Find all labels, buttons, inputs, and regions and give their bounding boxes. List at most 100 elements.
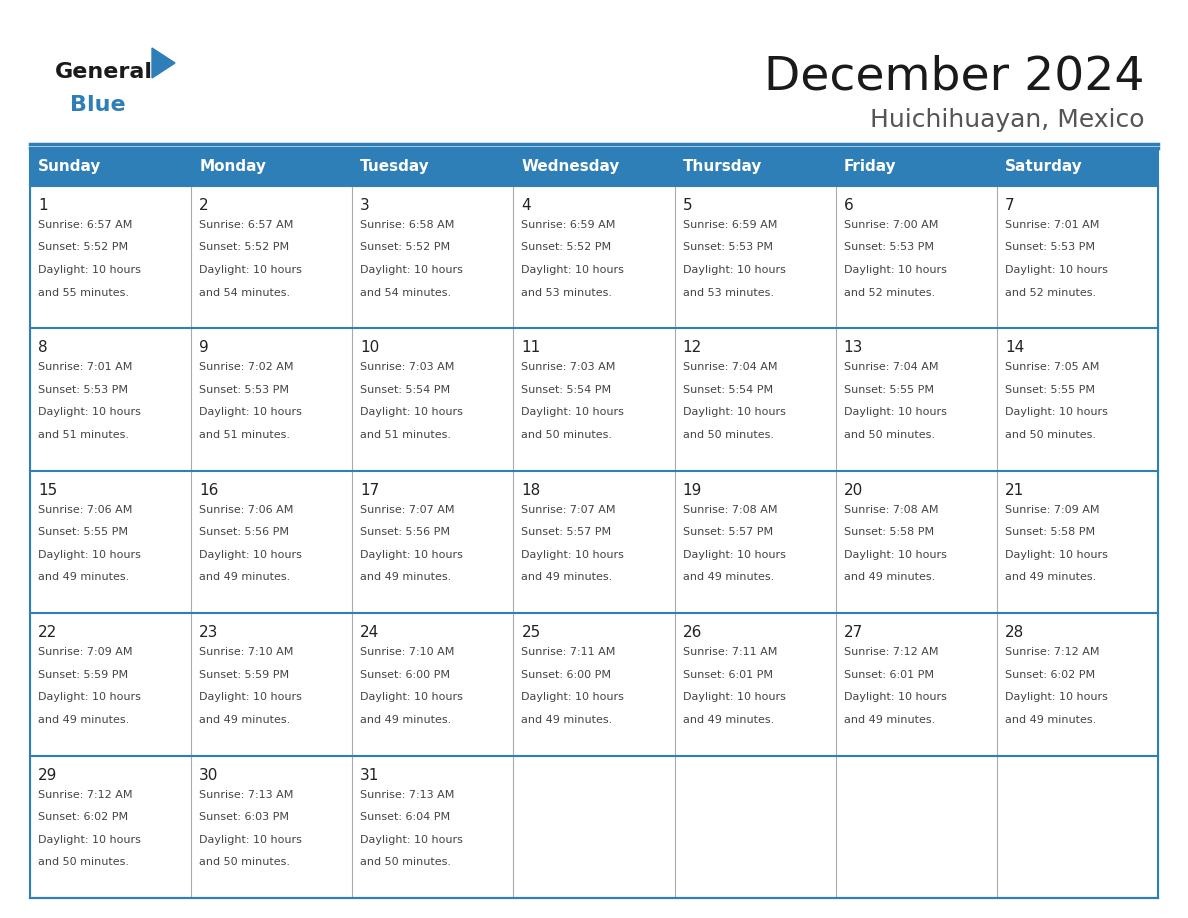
Text: Saturday: Saturday xyxy=(1005,160,1082,174)
Bar xyxy=(997,613,1158,756)
Text: Sunset: 5:55 PM: Sunset: 5:55 PM xyxy=(843,385,934,395)
Text: and 54 minutes.: and 54 minutes. xyxy=(200,287,290,297)
Text: Sunrise: 7:04 AM: Sunrise: 7:04 AM xyxy=(683,363,777,373)
Bar xyxy=(835,471,997,613)
Text: Daylight: 10 hours: Daylight: 10 hours xyxy=(200,408,302,418)
Text: Sunset: 5:53 PM: Sunset: 5:53 PM xyxy=(200,385,289,395)
Text: Sunset: 6:03 PM: Sunset: 6:03 PM xyxy=(200,812,289,823)
Text: Sunset: 5:57 PM: Sunset: 5:57 PM xyxy=(522,527,612,537)
Text: and 50 minutes.: and 50 minutes. xyxy=(522,430,613,440)
Text: Daylight: 10 hours: Daylight: 10 hours xyxy=(38,550,141,560)
Text: Sunset: 5:55 PM: Sunset: 5:55 PM xyxy=(38,527,128,537)
Text: 26: 26 xyxy=(683,625,702,640)
Text: Sunset: 5:58 PM: Sunset: 5:58 PM xyxy=(1005,527,1095,537)
Text: 18: 18 xyxy=(522,483,541,498)
Text: and 50 minutes.: and 50 minutes. xyxy=(843,430,935,440)
Text: Daylight: 10 hours: Daylight: 10 hours xyxy=(38,265,141,275)
Bar xyxy=(513,471,675,613)
Text: Daylight: 10 hours: Daylight: 10 hours xyxy=(522,550,625,560)
Text: Sunrise: 7:13 AM: Sunrise: 7:13 AM xyxy=(360,789,455,800)
Text: Wednesday: Wednesday xyxy=(522,160,620,174)
Text: Sunset: 5:53 PM: Sunset: 5:53 PM xyxy=(1005,242,1095,252)
Text: Sunrise: 7:08 AM: Sunrise: 7:08 AM xyxy=(683,505,777,515)
Bar xyxy=(997,148,1158,186)
Bar xyxy=(675,756,835,898)
Bar xyxy=(30,613,191,756)
Text: Daylight: 10 hours: Daylight: 10 hours xyxy=(200,265,302,275)
Text: Sunset: 5:54 PM: Sunset: 5:54 PM xyxy=(683,385,772,395)
Text: Friday: Friday xyxy=(843,160,896,174)
Text: 21: 21 xyxy=(1005,483,1024,498)
Text: December 2024: December 2024 xyxy=(765,55,1145,100)
Bar xyxy=(997,186,1158,329)
Bar xyxy=(353,186,513,329)
Text: 8: 8 xyxy=(38,341,48,355)
Text: Daylight: 10 hours: Daylight: 10 hours xyxy=(1005,265,1107,275)
Text: and 49 minutes.: and 49 minutes. xyxy=(38,572,129,582)
Text: and 50 minutes.: and 50 minutes. xyxy=(360,857,451,868)
Text: Sunrise: 7:06 AM: Sunrise: 7:06 AM xyxy=(38,505,132,515)
Bar xyxy=(191,329,353,471)
Text: 6: 6 xyxy=(843,198,853,213)
Text: 5: 5 xyxy=(683,198,693,213)
Text: and 55 minutes.: and 55 minutes. xyxy=(38,287,129,297)
Text: Sunset: 6:01 PM: Sunset: 6:01 PM xyxy=(683,670,772,679)
Text: Daylight: 10 hours: Daylight: 10 hours xyxy=(360,550,463,560)
Bar xyxy=(191,186,353,329)
Text: Daylight: 10 hours: Daylight: 10 hours xyxy=(843,550,947,560)
Text: Daylight: 10 hours: Daylight: 10 hours xyxy=(683,692,785,702)
Bar xyxy=(513,186,675,329)
Text: Sunrise: 7:11 AM: Sunrise: 7:11 AM xyxy=(683,647,777,657)
Text: Sunrise: 6:58 AM: Sunrise: 6:58 AM xyxy=(360,220,455,230)
Text: Sunrise: 7:10 AM: Sunrise: 7:10 AM xyxy=(200,647,293,657)
Text: 3: 3 xyxy=(360,198,369,213)
Text: Sunset: 5:53 PM: Sunset: 5:53 PM xyxy=(843,242,934,252)
Text: and 53 minutes.: and 53 minutes. xyxy=(522,287,613,297)
Text: Sunrise: 7:06 AM: Sunrise: 7:06 AM xyxy=(200,505,293,515)
Text: Sunrise: 7:11 AM: Sunrise: 7:11 AM xyxy=(522,647,615,657)
Text: Sunrise: 7:10 AM: Sunrise: 7:10 AM xyxy=(360,647,455,657)
Text: Sunrise: 7:03 AM: Sunrise: 7:03 AM xyxy=(360,363,455,373)
Bar xyxy=(30,471,191,613)
Text: and 51 minutes.: and 51 minutes. xyxy=(200,430,290,440)
Text: Sunset: 5:59 PM: Sunset: 5:59 PM xyxy=(38,670,128,679)
Text: Daylight: 10 hours: Daylight: 10 hours xyxy=(683,408,785,418)
Text: Daylight: 10 hours: Daylight: 10 hours xyxy=(843,265,947,275)
Text: Sunset: 5:53 PM: Sunset: 5:53 PM xyxy=(683,242,772,252)
Text: 9: 9 xyxy=(200,341,209,355)
Text: Tuesday: Tuesday xyxy=(360,160,430,174)
Text: Daylight: 10 hours: Daylight: 10 hours xyxy=(1005,550,1107,560)
Text: 13: 13 xyxy=(843,341,864,355)
Text: Sunrise: 7:07 AM: Sunrise: 7:07 AM xyxy=(360,505,455,515)
Text: and 53 minutes.: and 53 minutes. xyxy=(683,287,773,297)
Text: and 52 minutes.: and 52 minutes. xyxy=(1005,287,1097,297)
Text: and 49 minutes.: and 49 minutes. xyxy=(522,715,613,724)
Text: Sunset: 6:00 PM: Sunset: 6:00 PM xyxy=(522,670,612,679)
Bar xyxy=(675,471,835,613)
Text: Sunset: 6:02 PM: Sunset: 6:02 PM xyxy=(38,812,128,823)
Bar xyxy=(675,613,835,756)
Text: Daylight: 10 hours: Daylight: 10 hours xyxy=(522,408,625,418)
Text: Sunrise: 7:12 AM: Sunrise: 7:12 AM xyxy=(843,647,939,657)
Text: and 50 minutes.: and 50 minutes. xyxy=(38,857,129,868)
Text: Daylight: 10 hours: Daylight: 10 hours xyxy=(360,408,463,418)
Bar xyxy=(353,148,513,186)
Text: Sunrise: 7:12 AM: Sunrise: 7:12 AM xyxy=(1005,647,1099,657)
Text: Sunset: 5:59 PM: Sunset: 5:59 PM xyxy=(200,670,289,679)
Text: 31: 31 xyxy=(360,767,380,783)
Bar xyxy=(997,329,1158,471)
Text: Daylight: 10 hours: Daylight: 10 hours xyxy=(38,692,141,702)
Text: Daylight: 10 hours: Daylight: 10 hours xyxy=(360,692,463,702)
Text: 15: 15 xyxy=(38,483,57,498)
Text: Daylight: 10 hours: Daylight: 10 hours xyxy=(360,265,463,275)
Text: Daylight: 10 hours: Daylight: 10 hours xyxy=(200,834,302,845)
Text: Daylight: 10 hours: Daylight: 10 hours xyxy=(200,550,302,560)
Text: Daylight: 10 hours: Daylight: 10 hours xyxy=(1005,408,1107,418)
Text: Sunrise: 7:13 AM: Sunrise: 7:13 AM xyxy=(200,789,293,800)
Text: Sunset: 5:52 PM: Sunset: 5:52 PM xyxy=(360,242,450,252)
Bar xyxy=(353,329,513,471)
Text: and 49 minutes.: and 49 minutes. xyxy=(522,572,613,582)
Text: Sunrise: 7:01 AM: Sunrise: 7:01 AM xyxy=(38,363,132,373)
Bar xyxy=(513,329,675,471)
Text: 17: 17 xyxy=(360,483,379,498)
